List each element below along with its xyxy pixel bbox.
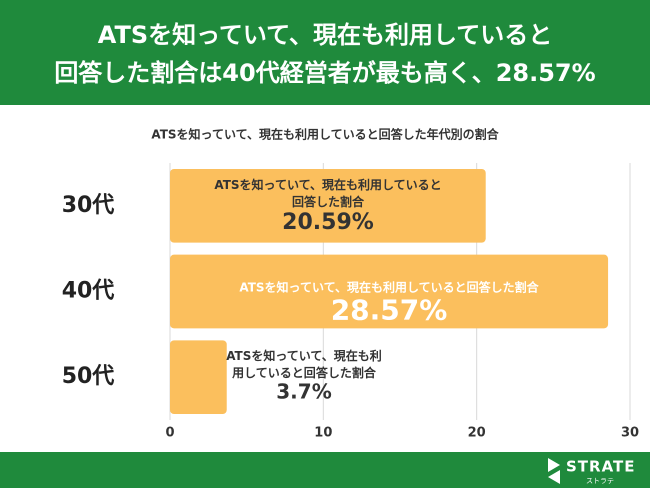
logo-icon <box>548 458 560 484</box>
chart-title: 回答した割合は40代経営者が最も高く、28.57% <box>54 59 595 87</box>
logo-sub: ストラテ <box>586 477 614 485</box>
value-label: 20.59% <box>282 210 374 235</box>
bar-series-label: ATSを知っていて、現在も利用していると回答した割合 <box>214 176 441 208</box>
x-tick-label: 0 <box>165 426 174 441</box>
bar-series-label: ATSを知っていて、現在も利用していると回答した割合 <box>239 279 539 294</box>
x-tick-label: 30 <box>621 426 639 441</box>
y-tick-label: 50代 <box>62 364 115 389</box>
y-tick-label: 40代 <box>62 279 115 304</box>
value-label: 28.57% <box>331 294 448 327</box>
bar <box>170 254 609 329</box>
x-tick-label: 20 <box>468 426 486 441</box>
y-tick-label: 30代 <box>62 193 115 218</box>
bar-series-label: ATSを知っていて、現在も利用していると回答した割合 <box>226 348 382 380</box>
logo-name: STRATE <box>566 458 636 476</box>
chart-subtitle: ATSを知っていて、現在も利用していると回答した年代別の割合 <box>151 127 499 142</box>
bar <box>170 340 227 415</box>
value-label: 3.7% <box>276 380 331 404</box>
bar <box>170 168 486 243</box>
x-tick-label: 10 <box>314 426 332 441</box>
header-band <box>0 0 650 105</box>
footer-band <box>0 452 650 488</box>
chart-title: ATSを知っていて、現在も利用していると <box>98 21 553 49</box>
